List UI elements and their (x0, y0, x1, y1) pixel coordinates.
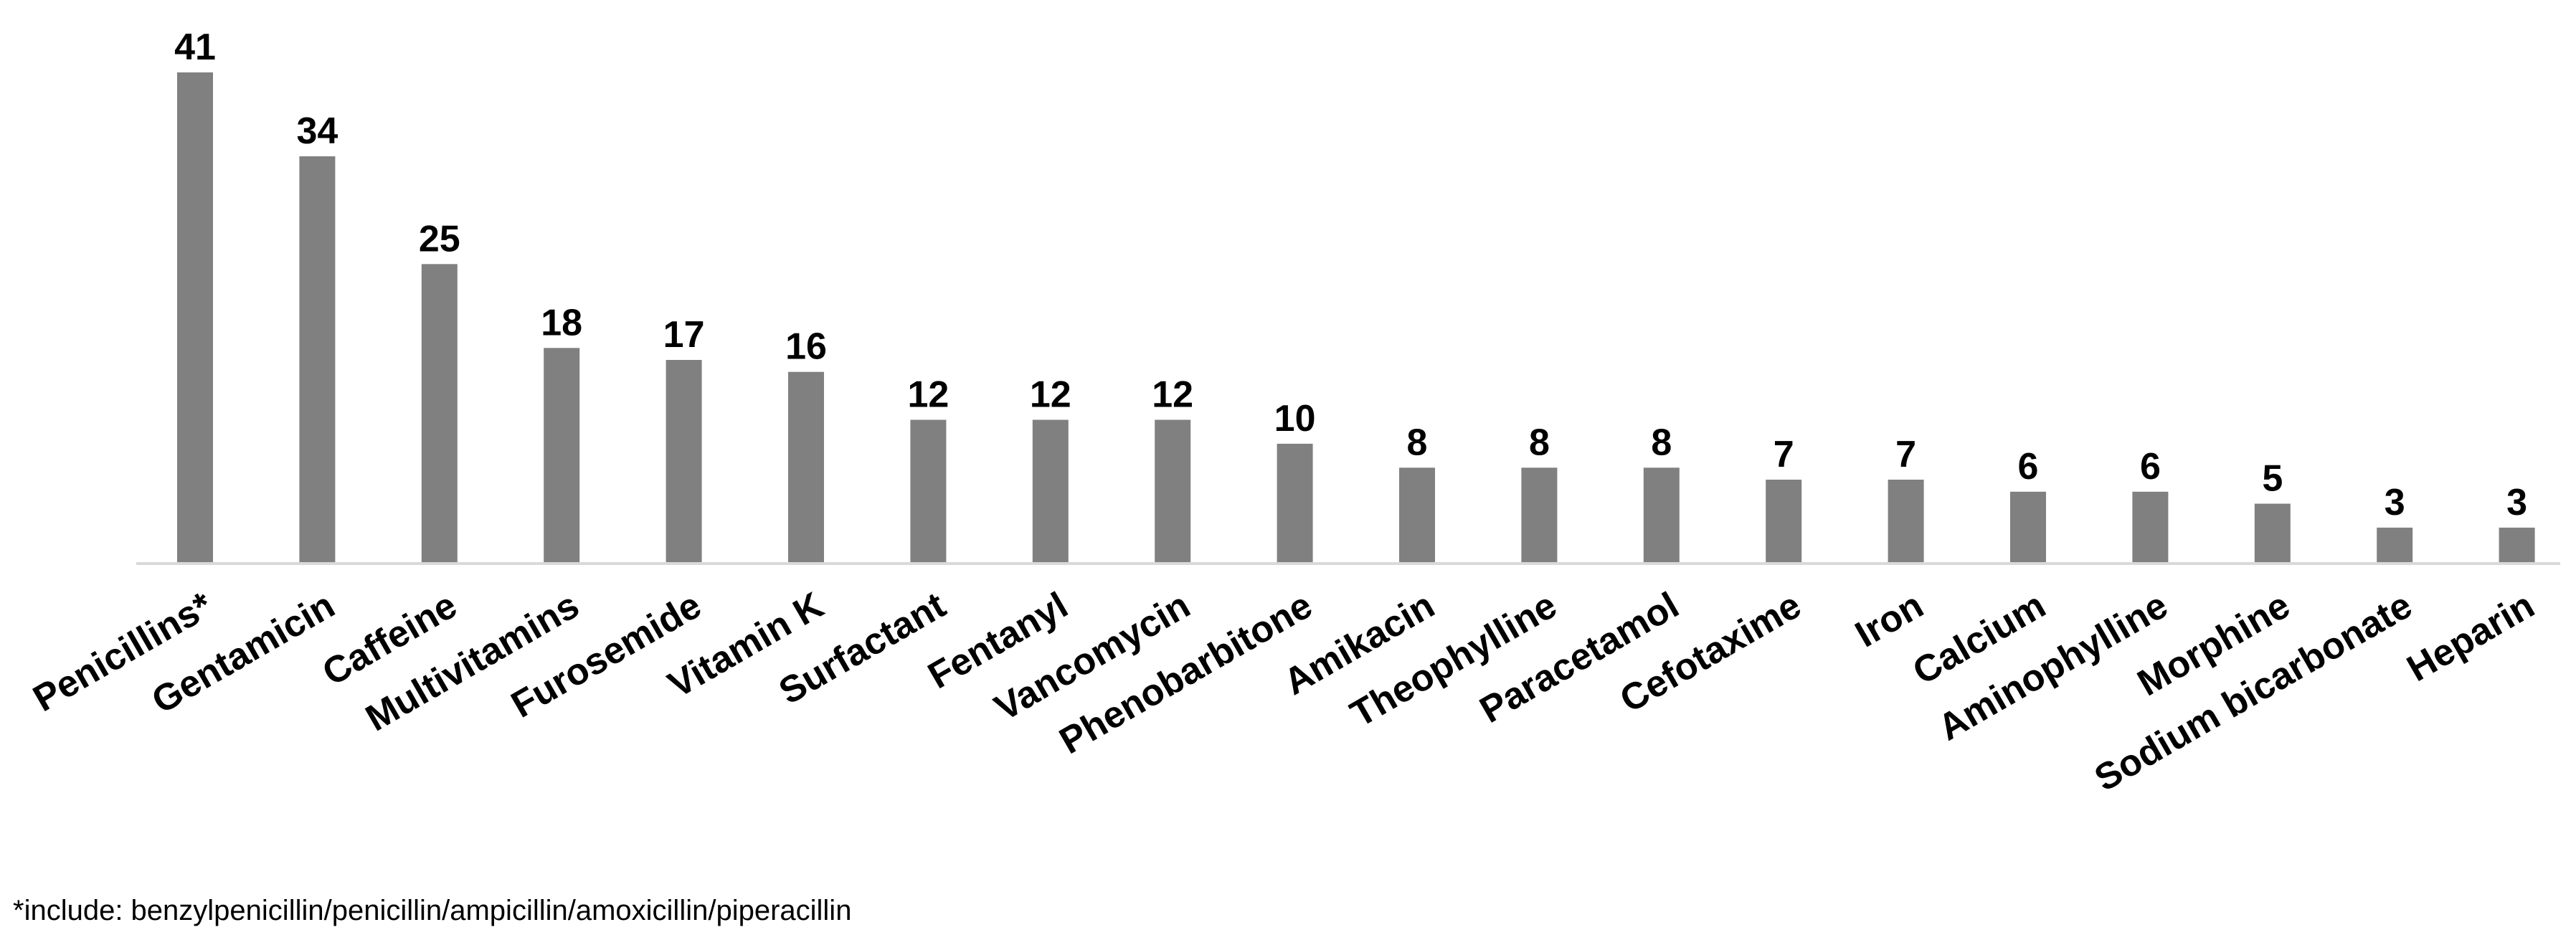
data-label: 41 (174, 27, 216, 68)
bar (1399, 467, 1435, 564)
bar (1032, 419, 1069, 564)
data-label: 8 (1407, 422, 1428, 463)
category-label: Theophylline (1344, 584, 1564, 736)
data-label: 8 (1651, 422, 1672, 463)
bars-group (177, 72, 2535, 564)
data-label: 3 (2385, 482, 2405, 523)
bar (177, 72, 213, 564)
bar (421, 264, 458, 564)
bar (910, 419, 947, 564)
value-labels-group: 41 34 25 18 17 16 12 12 12 10 8 8 8 7 7 6 6 5 3 3 (174, 27, 2527, 523)
category-labels-group: Penicillins*GentamicinCaffeineMultivitam… (27, 584, 2542, 800)
bar (2010, 491, 2046, 564)
data-label: 12 (907, 374, 949, 416)
data-label: 6 (2018, 446, 2039, 488)
bar (2254, 503, 2291, 564)
category-label: Heparin (2400, 584, 2542, 690)
bar (1643, 467, 1680, 564)
bar (788, 371, 824, 564)
data-label: 7 (1774, 434, 1794, 475)
category-label: Iron (1849, 584, 1931, 655)
bar (1521, 467, 1558, 564)
data-label: 12 (1152, 374, 1193, 416)
bar (666, 360, 702, 564)
bar (1888, 480, 1924, 564)
bar (1766, 480, 1802, 564)
bar (2377, 527, 2413, 564)
data-label: 17 (663, 314, 705, 356)
data-label: 6 (2140, 446, 2161, 488)
bar (2132, 491, 2169, 564)
bar (544, 348, 580, 564)
bar (299, 156, 336, 564)
data-label: 8 (1529, 422, 1550, 463)
data-label: 12 (1030, 374, 1071, 416)
data-label: 34 (296, 110, 338, 152)
bar (1277, 443, 1313, 564)
data-label: 7 (1895, 434, 1916, 475)
data-label: 18 (541, 302, 582, 343)
data-label: 5 (2262, 458, 2283, 500)
data-label: 25 (419, 218, 460, 260)
footnote: *include: benzylpenicillin/penicillin/am… (13, 895, 852, 926)
bar (2499, 527, 2535, 564)
bar (1155, 419, 1191, 564)
data-label: 16 (785, 326, 827, 368)
data-label: 10 (1274, 398, 1316, 440)
data-label: 3 (2506, 482, 2527, 523)
